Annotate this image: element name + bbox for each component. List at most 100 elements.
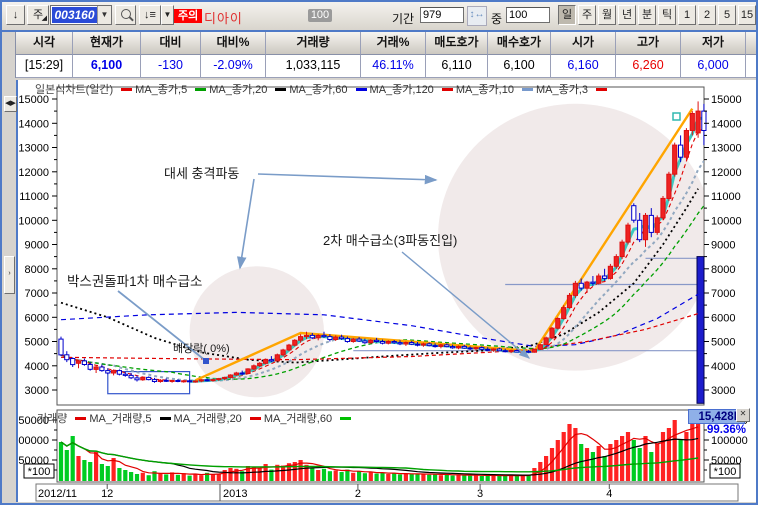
- chevron-down-icon[interactable]: ▼: [97, 6, 111, 24]
- turnover-percent: 99.36%: [706, 424, 746, 436]
- legend-item-label: MA_거래량,20: [173, 413, 242, 425]
- annotation-ex-dividend: 배당락( 0%): [173, 343, 230, 355]
- timeframe-button-주[interactable]: 주: [578, 5, 596, 25]
- stock-code-input[interactable]: 003160: [52, 7, 97, 23]
- down-arrow-button[interactable]: ↓: [6, 5, 25, 25]
- legend-item-label: MA_종가,5: [135, 84, 188, 96]
- move-arrows-icon[interactable]: ↕↔: [467, 6, 487, 26]
- svg-text:13000: 13000: [18, 143, 49, 155]
- quote-col-value: 6,110: [426, 55, 488, 78]
- quote-col-value: 6,260: [616, 55, 681, 78]
- right-price-bar: [696, 256, 705, 404]
- chart-plot-area[interactable]: 15000 15000 14000 14000 13000 13000 12000 12000…: [12, 80, 748, 503]
- mid-input[interactable]: 100: [506, 7, 550, 23]
- candlesticks: [58, 101, 707, 383]
- svg-text:7000: 7000: [25, 288, 49, 300]
- quote-col-value: 46.11%: [361, 55, 426, 78]
- svg-text:6000: 6000: [25, 312, 49, 324]
- svg-text:100000: 100000: [711, 435, 748, 447]
- quote-col-header: 시각: [16, 32, 73, 55]
- timeframe-button-분[interactable]: 분: [638, 5, 656, 25]
- volume-title: 거래량: [37, 413, 68, 425]
- svg-text:12000: 12000: [711, 167, 742, 179]
- legend-dash-icon: [521, 87, 533, 91]
- stock-type-button[interactable]: 주 ◢: [27, 5, 49, 25]
- toolbar: ↓ 주 ◢ 003160 ▼ ↓≡ ▼ 주의 디아이 100 기간 979 ↕↔ …: [2, 2, 756, 32]
- timeframe-button-월[interactable]: 월: [598, 5, 616, 25]
- search-button[interactable]: [115, 5, 136, 25]
- legend-dash-icon: [275, 87, 287, 91]
- legend-item-label: MA_거래량,5: [89, 413, 152, 425]
- quote-col-header: 거래%: [361, 32, 426, 55]
- svg-text:2012/11: 2012/11: [38, 488, 77, 500]
- panel-collapse-button[interactable]: ◀▶: [4, 96, 17, 112]
- timeframe-button-2[interactable]: 2: [698, 5, 716, 25]
- svg-text:8000: 8000: [711, 264, 735, 276]
- period-input[interactable]: 979: [420, 7, 464, 23]
- svg-text:4: 4: [606, 488, 612, 500]
- quote-col-value: -130: [141, 55, 201, 78]
- timeframe-button-년[interactable]: 년: [618, 5, 636, 25]
- svg-text:9000: 9000: [25, 240, 49, 252]
- close-icon[interactable]: ✕: [736, 408, 750, 422]
- quote-col-header: [746, 32, 756, 55]
- annotation-impulse-wave: 대세 충격파동: [164, 166, 240, 181]
- svg-text:15000: 15000: [711, 94, 742, 106]
- legend-item-label: MA_종가,10: [455, 84, 514, 96]
- svg-text:5000: 5000: [25, 337, 49, 349]
- quote-col-value: 6,100: [73, 55, 141, 78]
- sort-button[interactable]: ↓≡: [139, 5, 161, 25]
- quote-col-value: 6,100: [488, 55, 551, 78]
- quote-value-row: [15:29] 6,100 -130 -2.09% 1,033,115 46.11% 6,1…: [16, 55, 756, 78]
- svg-text:2013: 2013: [223, 488, 247, 500]
- date-axis: 2012/11 12 2013 2 3 4: [38, 484, 612, 501]
- svg-text:9000: 9000: [711, 240, 735, 252]
- date-band: [35, 483, 739, 502]
- legend-item-label: MA_종가,3: [535, 84, 589, 96]
- quote-col-header: 대비: [141, 32, 201, 55]
- search-icon: [120, 9, 131, 19]
- svg-text:100000: 100000: [18, 435, 49, 447]
- stock-code-combo[interactable]: 003160 ▼: [50, 5, 112, 25]
- legend-dash-icon: [121, 87, 133, 91]
- quote-col-header: 고가: [616, 32, 681, 55]
- timeframe-button-1[interactable]: 1: [678, 5, 696, 25]
- volume-legend: 거래량 MA_거래량,5 MA_거래량,20 MA_거래량,60: [37, 410, 354, 425]
- svg-text:6000: 6000: [711, 312, 735, 324]
- chart-type-label: 일본식차트(일간): [35, 84, 114, 96]
- quote-col-value: [15:29]: [16, 55, 73, 78]
- svg-text:11000: 11000: [711, 191, 741, 203]
- quote-col-value: -2.09%: [201, 55, 266, 78]
- line-end-marker: [672, 112, 681, 121]
- svg-text:10000: 10000: [18, 215, 49, 227]
- mid-label: 중: [491, 12, 503, 26]
- collapsed-side-panel: ◀▶ ›: [2, 80, 18, 502]
- annotation-arrows: [117, 173, 531, 362]
- timeframe-button-15[interactable]: 15: [738, 5, 756, 25]
- quote-col-header: 시가: [551, 32, 616, 55]
- search-icon-handle: [129, 16, 134, 22]
- credit-badge: 100: [308, 9, 332, 22]
- quote-col-header: 매도호가: [426, 32, 488, 55]
- highlight-circles: [189, 103, 704, 398]
- svg-text:5000: 5000: [711, 337, 735, 349]
- timeframe-button-일[interactable]: 일: [558, 5, 576, 25]
- main-pane: [56, 86, 705, 406]
- ex-dividend-marker: [203, 358, 209, 364]
- sort-dropdown-button[interactable]: ▼: [161, 5, 174, 25]
- quote-col-header: 매수호가: [488, 32, 551, 55]
- svg-text:3000: 3000: [711, 385, 735, 397]
- svg-text:3: 3: [477, 488, 483, 500]
- quote-header-row: 시각 현재가 대비 대비% 거래량 거래% 매도호가 매수호가 시가 고가 저가: [16, 32, 756, 55]
- panel-expand-button[interactable]: ›: [4, 256, 15, 294]
- svg-text:13000: 13000: [711, 143, 742, 155]
- legend-dash-icon: [441, 87, 453, 91]
- box-range: [107, 371, 191, 395]
- quote-col-value: 6,000: [681, 55, 746, 78]
- svg-text:2: 2: [355, 488, 361, 500]
- timeframe-button-5[interactable]: 5: [718, 5, 736, 25]
- legend-item-label: MA_종가,60: [289, 84, 348, 96]
- svg-text:14000: 14000: [711, 118, 742, 130]
- timeframe-button-틱[interactable]: 틱: [658, 5, 676, 25]
